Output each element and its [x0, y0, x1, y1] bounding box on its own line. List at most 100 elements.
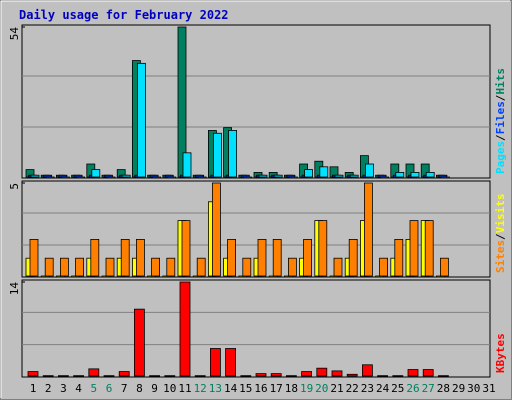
bar [27, 371, 39, 377]
bar [211, 182, 221, 277]
bar [319, 166, 329, 178]
x-tick-label: 25 [391, 382, 404, 395]
bar [331, 370, 343, 377]
bar [318, 220, 328, 277]
bar [181, 220, 191, 277]
bar [333, 257, 343, 277]
x-tick-label: 23 [361, 382, 374, 395]
x-tick-label: 6 [106, 382, 113, 395]
x-tick-label: 2 [45, 382, 52, 395]
bar [303, 238, 313, 277]
x-tick-label: 10 [163, 382, 176, 395]
bar [392, 375, 404, 377]
bar [422, 369, 434, 377]
x-tick-label: 19 [300, 382, 313, 395]
x-tick-label: 3 [60, 382, 67, 395]
bar [29, 238, 39, 277]
bar [167, 176, 177, 179]
bar [424, 220, 434, 277]
bar [225, 348, 237, 377]
x-tick-label: 29 [452, 382, 465, 395]
legend-separator: / [494, 134, 507, 141]
x-tick-label: 8 [136, 382, 143, 395]
x-tick-label: 22 [346, 382, 359, 395]
bar [257, 238, 267, 277]
bar [91, 169, 101, 178]
bar [363, 182, 373, 277]
bar [379, 257, 389, 277]
legend-entry: Files [494, 101, 507, 134]
bar [380, 176, 390, 179]
x-tick-label: 30 [467, 382, 480, 395]
bar [394, 238, 404, 277]
bar [60, 257, 69, 277]
x-tick-label: 24 [376, 382, 390, 395]
x-tick-label: 14 [224, 382, 238, 395]
bar [242, 257, 252, 277]
bar [240, 375, 252, 377]
legend-entry: KBytes [494, 333, 507, 373]
bar [410, 172, 420, 178]
bar [149, 375, 161, 377]
x-tick-label: 17 [270, 382, 283, 395]
bar [151, 257, 161, 277]
bar [136, 62, 146, 178]
bar [255, 373, 267, 377]
bar [425, 172, 435, 178]
bar [196, 257, 206, 277]
bar [152, 176, 162, 179]
x-tick-label: 1 [30, 382, 37, 395]
bar [118, 371, 130, 377]
bar [45, 176, 55, 179]
bar [182, 152, 192, 178]
x-tick-label: 15 [239, 382, 252, 395]
bar [197, 176, 207, 179]
bar [377, 375, 389, 377]
bar [73, 375, 84, 377]
bar [58, 375, 69, 377]
bar [272, 238, 282, 277]
bar [209, 348, 221, 377]
x-tick-label: 31 [482, 382, 495, 395]
legend-separator: / [494, 95, 507, 102]
bar [361, 364, 373, 377]
bar [304, 169, 314, 178]
bar [409, 220, 419, 277]
bar [179, 281, 191, 377]
bar [194, 375, 206, 377]
x-tick-label: 16 [254, 382, 267, 395]
bar [88, 368, 100, 377]
x-tick-label: 11 [178, 382, 191, 395]
bar [301, 371, 313, 377]
bar [106, 176, 116, 179]
bar [76, 176, 85, 179]
x-tick-label: 28 [437, 382, 450, 395]
bar [135, 238, 145, 277]
bar [437, 375, 449, 377]
y-tick-label: 14 [8, 282, 21, 296]
legend-entry: Sites [494, 240, 507, 273]
bar [364, 163, 374, 178]
bar [75, 257, 84, 277]
x-tick-label: 18 [285, 382, 298, 395]
bar [349, 174, 359, 178]
x-tick-label: 5 [90, 382, 97, 395]
legend-separator: / [494, 233, 507, 240]
panel [21, 24, 491, 179]
x-tick-label: 13 [209, 382, 222, 395]
chart-title: Daily usage for February 2022 [19, 8, 229, 22]
legend-entry: Hits [494, 68, 507, 95]
bar [334, 174, 344, 178]
bar [90, 238, 100, 277]
bar [212, 132, 222, 178]
bar [440, 176, 450, 179]
bar [346, 373, 358, 377]
bar [258, 174, 268, 178]
bar [270, 373, 282, 377]
x-tick-label: 21 [330, 382, 343, 395]
legend-entry: Visits [494, 194, 507, 234]
bar [30, 174, 40, 178]
x-tick-label: 12 [194, 382, 207, 395]
bar [439, 257, 449, 277]
